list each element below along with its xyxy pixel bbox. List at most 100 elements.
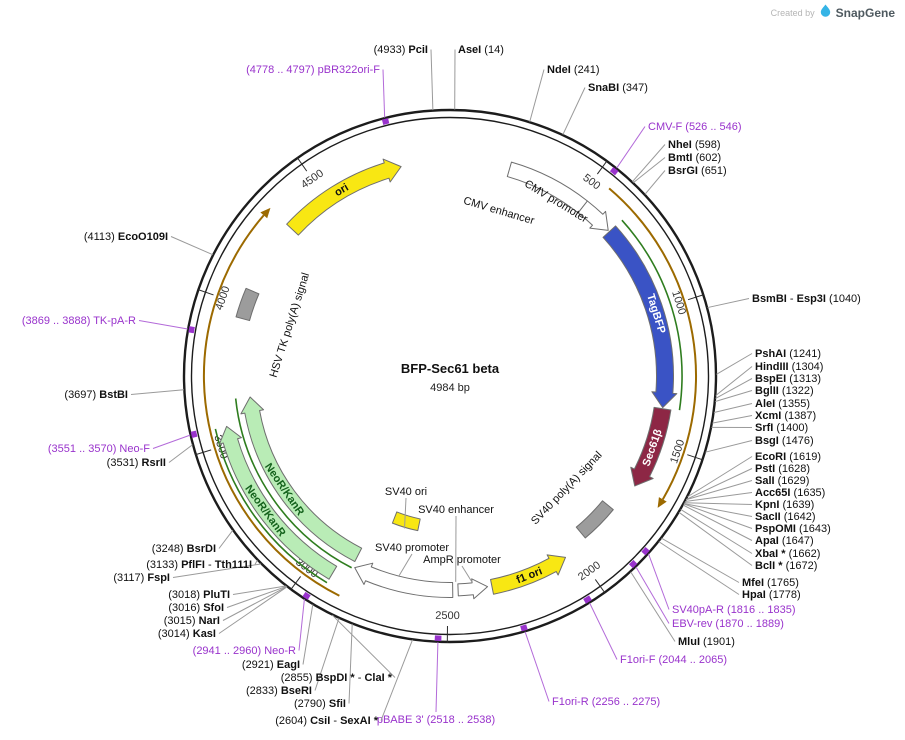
site-label-pspomi-1643: PspOMI (1643) (755, 523, 831, 535)
site-label-3117-fspi: (3117) FspI (113, 572, 170, 584)
leader-ebv-rev-1870-1889 (635, 566, 670, 624)
site-label-apai-1647: ApaI (1647) (755, 535, 814, 547)
leader-4778-4797-pbr322ori-f (382, 69, 386, 118)
site-label-2855-bspdi-clai: (2855) BspDI * - ClaI * (281, 672, 393, 684)
leader-pbabe-3-2518-2538 (435, 642, 439, 713)
leader-ndei-241 (529, 69, 545, 122)
leader-bspei-1313 (715, 378, 753, 399)
leader-4113-ecoo109i (170, 236, 213, 256)
site-label-3015-nari: (3015) NarI (164, 615, 220, 627)
feature-sv40-ori (391, 511, 421, 532)
leader-ecori-1619 (687, 456, 753, 498)
primer-mark-ebv-rev-1870-1889 (628, 559, 638, 569)
leader-3117-fspi (172, 563, 262, 578)
tick-1500 (687, 454, 704, 461)
leader-bsrgi-651 (644, 170, 666, 195)
leader-2855-bspdi-clai (331, 614, 396, 678)
site-label-bcli-1672: BclI * (1672) (755, 560, 817, 572)
feature-sec61-beta (630, 406, 672, 487)
feature-tagbfp (602, 225, 678, 409)
primer-mark-3869-3888-tk-pa-r (188, 326, 195, 334)
primer-label-f1ori-r-2256-2275: F1ori-R (2256 .. 2275) (552, 696, 660, 708)
tick-1000 (687, 294, 705, 301)
tick-label-2500: 2500 (435, 610, 460, 622)
primer-mark-3551-3570-neo-f (190, 430, 198, 438)
primer-label-3869-3888-tk-pa-r: (3869 .. 3888) TK-pA-R (22, 315, 136, 327)
site-label-2921-eagi: (2921) EagI (242, 659, 300, 671)
site-label-pshai-1241: PshAI (1241) (755, 348, 821, 360)
snapgene-logo-icon (820, 4, 831, 22)
primer-mark-cmv-f-526-546 (609, 166, 619, 176)
leader-f1ori-f-2044-2065 (589, 602, 618, 660)
feature-hsv-tk-polya-signal (235, 287, 260, 322)
leader-hpai-1778 (658, 541, 740, 595)
leader-nhei-598 (632, 144, 666, 183)
orf-arc-2 (621, 219, 683, 411)
site-label-bsmbi-esp3i-1040: BsmBI - Esp3I (1040) (752, 293, 861, 305)
leader-hindiii-1304 (715, 366, 753, 396)
snapgene-credit: Created by SnapGene (771, 4, 895, 22)
primer-mark-2941-2960-neo-r (302, 591, 311, 600)
leader-2604-csii-sexai (380, 639, 413, 721)
site-label-bglii-1322: BglII (1322) (755, 385, 814, 397)
feature-sv40-promoter (354, 562, 454, 598)
site-label-xbai-1662: XbaI * (1662) (755, 548, 820, 560)
primer-label-pbabe-3-2518-2538: pBABE 3' (2518 .. 2538) (377, 714, 495, 726)
site-label-xcmi-1387: XcmI (1387) (755, 410, 816, 422)
leader-sacii-1642 (683, 503, 753, 517)
primer-label-2941-2960-neo-r: (2941 .. 2960) Neo-R (193, 645, 296, 657)
plasmid-ring-outer (182, 108, 718, 644)
leader-3697-bstbi (130, 389, 184, 395)
leader-xcmi-1387 (712, 415, 753, 424)
leader-3531-rsrii (168, 444, 193, 463)
site-label-acc65i-1635: Acc65I (1635) (755, 487, 825, 499)
site-label-bsgi-1476: BsgI (1476) (755, 435, 814, 447)
site-label-alei-1355: AleI (1355) (755, 398, 810, 410)
leader-bsmbi-esp3i-1040 (707, 298, 750, 309)
primer-mark-sv40pa-r-1816-1835 (641, 546, 650, 556)
leader-kpni-1639 (684, 502, 753, 505)
site-label-bmti-602: BmtI (602) (668, 152, 721, 164)
site-label-hpai-1778: HpaI (1778) (742, 589, 801, 601)
site-label-hindiii-1304: HindIII (1304) (755, 361, 823, 373)
feature-ori (286, 158, 402, 236)
orf-arc-1 (203, 214, 340, 597)
leader-bsgi-1476 (705, 440, 753, 453)
leader-mlui-1901 (630, 571, 676, 642)
site-label-asei-14: AseI (14) (458, 44, 504, 56)
feature-neor-kanr-inner (240, 396, 363, 563)
leader-sv40pa-r-1816-1835 (648, 553, 670, 610)
primer-label-f1ori-f-2044-2065: F1ori-F (2044 .. 2065) (620, 654, 727, 666)
site-label-nhei-598: NheI (598) (668, 139, 721, 151)
site-label-2833-bseri: (2833) BseRI (246, 685, 312, 697)
leader-pspomi-1643 (683, 503, 753, 529)
plasmid-size: 4984 bp (430, 382, 470, 394)
leader-3018-pluti (232, 585, 287, 595)
site-label-3014-kasi: (3014) KasI (158, 628, 216, 640)
primer-label-4778-4797-pbr322ori-f: (4778 .. 4797) pBR322ori-F (246, 64, 380, 76)
site-label-kpni-1639: KpnI (1639) (755, 499, 814, 511)
leader-2790-sfii (348, 623, 353, 704)
primer-mark-f1ori-r-2256-2275 (520, 624, 528, 632)
feature-cmv-enhancer (506, 161, 588, 214)
tick-4000 (197, 288, 214, 296)
site-label-2790-sfii: (2790) SfiI (294, 698, 346, 710)
tick-label-4500: 4500 (299, 167, 326, 191)
leader-sv40-ori (404, 497, 407, 529)
site-label-ecori-1619: EcoRI (1619) (755, 451, 821, 463)
feature-neor-kanr-outer (218, 425, 338, 580)
site-label-bsrgi-651: BsrGI (651) (668, 165, 727, 177)
inner-label-sv40-enhancer: SV40 enhancer (418, 504, 494, 516)
tick-3000 (290, 576, 302, 591)
site-label-2604-csii-sexai: (2604) CsiI - SexAI * (275, 715, 378, 727)
leader-bmti-602 (633, 157, 666, 184)
site-label-bspei-1313: BspEI (1313) (755, 373, 821, 385)
leader-bcli-1672 (678, 511, 753, 566)
primer-label-ebv-rev-1870-1889: EBV-rev (1870 .. 1889) (672, 618, 784, 630)
primer-label-cmv-f-526-546: CMV-F (526 .. 546) (648, 121, 742, 133)
feature-ampr-promoter (457, 578, 489, 600)
leader-cmv-f-526-546 (616, 126, 646, 169)
leader-4933-pcii (430, 49, 434, 111)
tick-500 (596, 160, 608, 175)
tick-4500 (296, 156, 308, 172)
